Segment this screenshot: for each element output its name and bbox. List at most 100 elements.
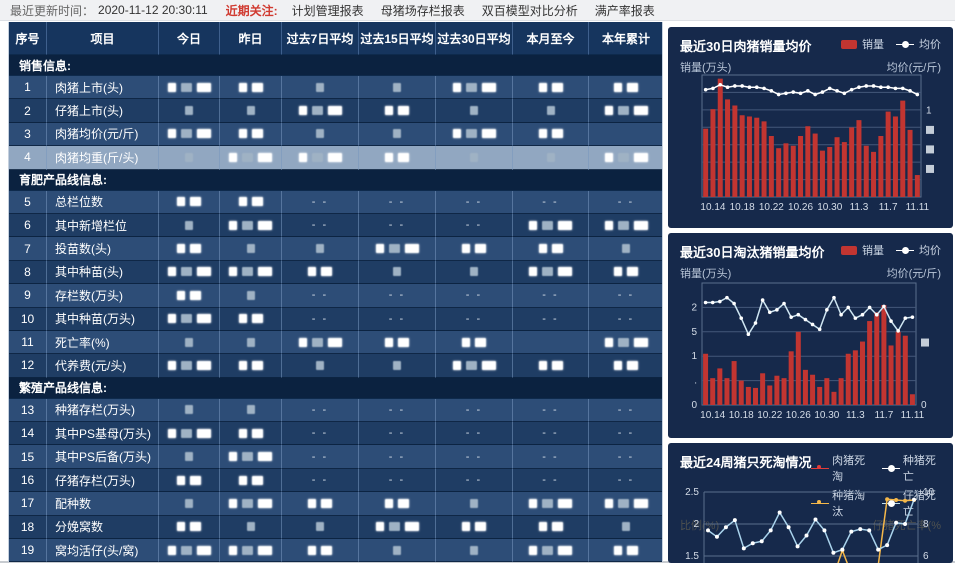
table-row[interactable]: 1 肉猪上市(头) <box>9 76 662 100</box>
table-row[interactable]: 13 种猪存栏(万头) - -- -- -- -- - <box>9 398 662 423</box>
data-cell: - - <box>436 398 513 423</box>
data-cell <box>220 515 282 540</box>
data-cell <box>589 330 662 355</box>
table-row[interactable]: 4 肉猪均重(斤/头) <box>9 146 662 170</box>
redacted-value <box>238 360 247 370</box>
recent-focus-label: 近期关注: <box>225 3 278 18</box>
redacted-value <box>462 244 470 254</box>
redacted-value <box>385 152 393 162</box>
table-row[interactable]: 10 其中种苗(万头) - -- -- -- -- - <box>9 307 662 331</box>
row-number: 12 <box>9 354 47 378</box>
table-row[interactable]: 12 代养费(元/头) <box>9 354 662 378</box>
redacted-value <box>258 152 272 162</box>
redacted-value <box>327 106 342 116</box>
table-row[interactable]: 18 分娩窝数 <box>9 515 662 540</box>
redacted-value <box>617 498 629 508</box>
table-row[interactable]: 17 配种数 <box>9 492 662 516</box>
data-cell <box>159 354 220 378</box>
data-cell <box>513 76 589 100</box>
table-row[interactable]: 2 仔猪上市(头) <box>9 99 662 123</box>
svg-text:0: 0 <box>921 400 927 411</box>
data-cell: - - <box>436 445 513 469</box>
table-row[interactable]: 8 其中种苗(头) <box>9 260 662 285</box>
redacted-value <box>238 129 247 139</box>
table-row[interactable]: 6 其中新增栏位 - -- -- - <box>9 213 662 238</box>
data-cell <box>220 398 282 423</box>
row-item-label: 其中PS基母(万头) <box>47 422 159 446</box>
svg-text:10.30: 10.30 <box>817 202 842 213</box>
data-cell: - - <box>513 398 589 423</box>
update-time-label: 最近更新时间： <box>10 3 95 18</box>
table-row[interactable]: 7 投苗数(头) <box>9 237 662 261</box>
redacted-value <box>180 360 192 370</box>
chart1-title: 最近30日肉猪销量均价 <box>680 39 812 54</box>
redacted-value <box>167 428 176 438</box>
link-model-compare[interactable]: 双百模型对比分析 <box>481 3 578 18</box>
redacted-value <box>470 498 478 508</box>
redacted-value <box>196 428 211 438</box>
chart1-legend-price[interactable]: 均价 <box>896 36 941 52</box>
link-sow-farm-report[interactable]: 母猪场存栏报表 <box>380 3 465 18</box>
redacted-value <box>529 267 537 277</box>
data-cell <box>159 190 220 214</box>
svg-text:2: 2 <box>691 302 697 313</box>
column-header: 今日 <box>159 22 220 55</box>
redacted-value <box>196 545 211 555</box>
svg-text:10.22: 10.22 <box>759 202 784 213</box>
table-row[interactable]: 11 死亡率(%) <box>9 330 662 355</box>
redacted-value <box>529 545 537 555</box>
link-plan-report[interactable]: 计划管理报表 <box>291 3 364 18</box>
data-cell <box>513 146 589 170</box>
data-cell <box>159 445 220 469</box>
redacted-value <box>558 545 572 555</box>
data-cell <box>359 122 436 147</box>
row-number: 4 <box>9 146 47 170</box>
table-row[interactable]: 3 肉猪均价(元/斤) <box>9 122 662 147</box>
data-cell <box>159 468 220 493</box>
data-cell <box>359 76 436 100</box>
redacted-value <box>238 428 247 438</box>
redacted-value <box>604 337 613 347</box>
table-row[interactable]: 16 仔猪存栏(万头) - -- -- -- -- - <box>9 468 662 493</box>
data-cell <box>436 492 513 516</box>
redacted-value <box>627 267 638 277</box>
chart3-legend-fat-pig-death[interactable]: 肉猪死淘 <box>811 452 870 484</box>
redacted-value <box>308 545 316 555</box>
redacted-value <box>316 360 324 370</box>
redacted-value <box>481 360 496 370</box>
redacted-value <box>462 337 470 347</box>
redacted-value <box>229 220 237 230</box>
data-cell <box>159 398 220 423</box>
data-cell <box>436 99 513 123</box>
redacted-value <box>167 267 176 277</box>
redacted-value <box>167 360 176 370</box>
table-row[interactable]: 15 其中PS后备(万头) - -- -- -- -- - <box>9 445 662 469</box>
row-item-label: 肉猪上市(头) <box>47 76 159 100</box>
table-row[interactable]: 9 存栏数(万头) - -- -- -- -- - <box>9 284 662 308</box>
redacted-value <box>185 498 193 508</box>
chart2-legend-price[interactable]: 均价 <box>896 242 941 258</box>
data-cell: - - <box>436 468 513 493</box>
chart3-legend-breeder-cull[interactable]: 种猪淘汰 <box>811 487 870 519</box>
redacted-value <box>185 152 193 162</box>
redacted-value <box>558 267 572 277</box>
redacted-value <box>558 498 572 508</box>
chart3-legend-breeder-death[interactable]: 种猪死亡 <box>882 452 941 484</box>
redacted-value <box>404 522 419 532</box>
chart2-legend-sales[interactable]: 销量 <box>841 242 884 258</box>
data-cell <box>513 260 589 285</box>
redacted-value <box>258 220 272 230</box>
link-full-capacity-report[interactable]: 满产率报表 <box>594 3 655 18</box>
table-row[interactable]: 14 其中PS基母(万头) - -- -- -- -- - <box>9 422 662 446</box>
redacted-value <box>251 314 263 324</box>
chart3-legend-piglet-death[interactable]: 仔猪死亡 <box>882 487 941 519</box>
table-row[interactable]: 19 窝均活仔(头/窝) <box>9 539 662 562</box>
redacted-value <box>229 152 237 162</box>
table-row[interactable]: 5 总栏位数 - -- -- -- -- - <box>9 190 662 214</box>
data-cell <box>220 260 282 285</box>
column-header: 本月至今 <box>513 22 589 55</box>
redacted-value <box>311 152 323 162</box>
data-cell: - - <box>589 307 662 331</box>
chart1-legend-sales[interactable]: 销量 <box>841 36 884 52</box>
redacted-value <box>258 452 272 462</box>
